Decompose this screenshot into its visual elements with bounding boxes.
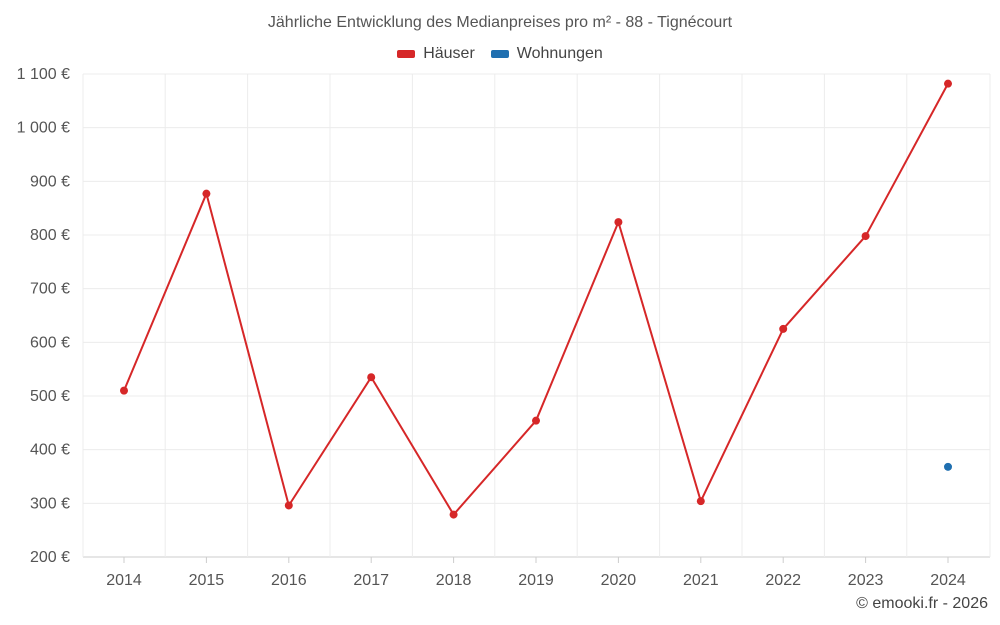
legend-swatch-wohnungen [490, 50, 509, 58]
credit-text: © emooki.fr - 2026 [856, 595, 988, 612]
series-1 [944, 462, 952, 471]
x-tick-label: 2021 [683, 572, 719, 589]
data-point[interactable] [120, 386, 128, 395]
y-tick-label: 500 € [30, 388, 70, 405]
y-tick-label: 800 € [30, 227, 70, 244]
x-tick-label: 2015 [189, 572, 225, 589]
data-point[interactable] [532, 416, 540, 425]
x-tick-label: 2024 [930, 572, 966, 589]
data-point[interactable] [202, 189, 211, 198]
grid [82, 73, 991, 558]
x-tick-label: 2017 [353, 572, 389, 589]
y-tick-label: 200 € [30, 549, 70, 566]
x-tick-label: 2022 [765, 572, 801, 589]
series-0 [120, 79, 952, 519]
x-tick-label: 2020 [601, 572, 637, 589]
data-point[interactable] [614, 218, 623, 227]
y-tick-label: 900 € [30, 173, 70, 190]
chart-title: Jährliche Entwicklung des Medianpreises … [267, 14, 733, 31]
data-point[interactable] [696, 497, 705, 506]
x-tick-label: 2023 [848, 572, 884, 589]
data-point[interactable] [367, 373, 376, 382]
y-tick-label: 700 € [30, 281, 70, 298]
y-tick-label: 1 000 € [17, 120, 70, 137]
x-tick-label: 2014 [106, 572, 142, 589]
y-tick-label: 400 € [30, 442, 70, 459]
legend-label-haeuser: Häuser [423, 45, 475, 62]
legend-swatch-haeuser [397, 50, 416, 58]
axes: 200 € 300 € 400 € 500 € 600 € 700 € 800 € 900 €… [17, 66, 966, 589]
data-point[interactable] [284, 501, 293, 510]
legend: Häuser Wohnungen [0, 45, 1000, 63]
data-point[interactable] [861, 232, 870, 241]
legend-label-wohnungen: Wohnungen [516, 45, 603, 62]
x-tick-label: 2016 [271, 572, 307, 589]
x-tick-label: 2018 [436, 572, 472, 589]
y-tick-label: 1 100 € [17, 66, 70, 83]
legend-item-wohnungen[interactable]: Wohnungen [490, 45, 603, 63]
y-tick-label: 300 € [30, 495, 70, 512]
data-point[interactable] [449, 510, 458, 519]
data-point[interactable] [944, 462, 952, 471]
x-tick-label: 2019 [518, 572, 554, 589]
series [120, 79, 952, 519]
y-tick-label: 600 € [30, 334, 70, 351]
legend-item-haeuser[interactable]: Häuser [397, 45, 475, 63]
data-point[interactable] [944, 79, 952, 88]
data-point[interactable] [779, 324, 788, 333]
